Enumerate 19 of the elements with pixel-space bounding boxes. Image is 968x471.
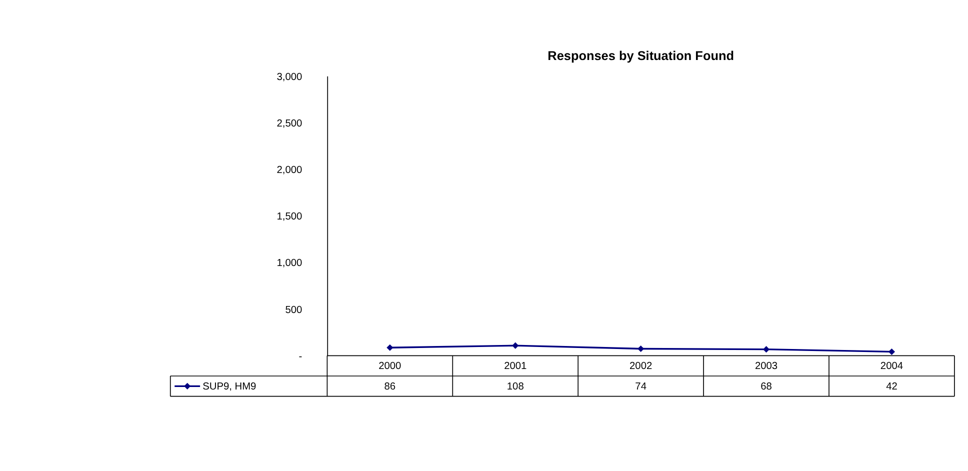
y-tick-label: 500 xyxy=(285,304,303,316)
y-tick-label: 1,500 xyxy=(276,212,303,223)
data-label: 108 xyxy=(506,382,524,393)
y-tick-label: 2,500 xyxy=(276,118,303,130)
y-tick-label: 2,000 xyxy=(276,164,303,176)
data-label: 68 xyxy=(760,382,772,393)
data-label: 42 xyxy=(886,382,898,393)
chart-title: Responses by Situation Found xyxy=(548,48,734,63)
x-tick-label: 2003 xyxy=(754,361,778,372)
x-tick-label: 2001 xyxy=(504,361,528,372)
legend-label: SUP9, HM9 xyxy=(202,382,257,393)
y-tick-label: - xyxy=(298,351,302,362)
x-tick-label: 2000 xyxy=(378,361,402,372)
y-tick-label: 3,000 xyxy=(276,72,303,83)
data-label: 74 xyxy=(635,382,647,393)
x-tick-label: 2002 xyxy=(630,361,652,372)
y-tick-label: 1,000 xyxy=(276,258,303,270)
data-label: 86 xyxy=(384,382,396,393)
x-tick-label: 2004 xyxy=(880,361,904,372)
